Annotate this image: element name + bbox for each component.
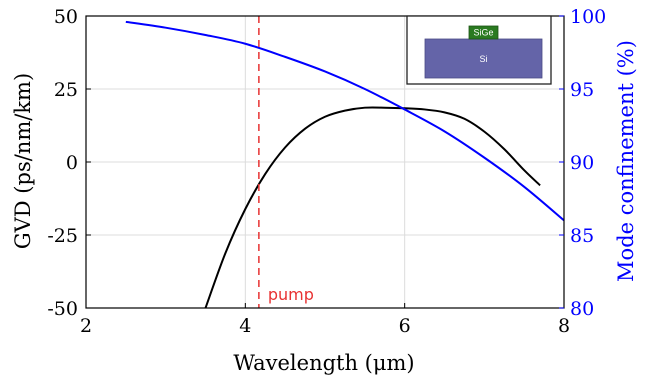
y-tick-label-left: 50 (54, 6, 78, 28)
inset-sige-label: SiGe (473, 28, 493, 38)
y-tick-label-right: 90 (570, 152, 594, 174)
x-tick-label: 4 (239, 315, 251, 337)
x-tick-label: 2 (80, 315, 92, 337)
y-axis-title-left: GVD (ps/nm/km) (11, 73, 35, 249)
y-tick-label-right: 85 (570, 225, 594, 247)
y-tick-label-left: -25 (47, 225, 78, 247)
sige-core (468, 25, 499, 40)
axis-ticks: 2 4 6 8 -50 -25 0 25 50 80 85 90 95 100 (47, 6, 606, 337)
mode-confinement-line (125, 20, 565, 222)
y-axis-title-right: Mode confinement (%) (614, 40, 638, 282)
x-axis-title: Wavelength (μm) (233, 351, 414, 375)
x-tick-label: 8 (558, 315, 570, 337)
y-tick-label-right: 95 (570, 79, 594, 101)
y-tick-label-left: -50 (47, 298, 78, 320)
x-tick-label: 6 (399, 315, 411, 337)
data-series (125, 16, 565, 309)
inset-si-label: Si (479, 54, 487, 64)
si-substrate (424, 38, 543, 79)
y-tick-label-left: 25 (54, 79, 78, 101)
pump-annotation: pump (268, 285, 314, 304)
y-tick-label-left: 0 (66, 152, 78, 174)
cross-section-inset: SiGe Si (406, 15, 552, 85)
gvd-line (204, 106, 541, 309)
y-tick-label-right: 80 (570, 298, 594, 320)
y-tick-label-right: 100 (570, 6, 606, 28)
